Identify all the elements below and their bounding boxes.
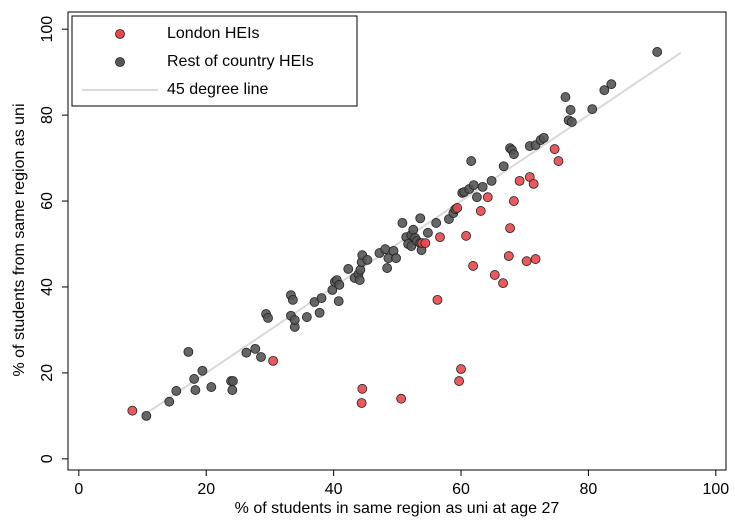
point: [380, 244, 391, 255]
x-tick-label: 80: [580, 481, 598, 498]
point: [521, 256, 532, 267]
point: [468, 180, 479, 191]
legend-label: Rest of country HEIs: [167, 53, 314, 70]
point: [549, 144, 560, 154]
point: [356, 398, 367, 408]
y-tick-label: 20: [39, 364, 56, 382]
point: [289, 315, 300, 325]
point: [489, 270, 500, 280]
point: [514, 175, 525, 186]
y-tick-label: 40: [39, 278, 56, 296]
point: [435, 232, 445, 243]
legend-marker: [115, 29, 125, 39]
point: [528, 178, 539, 189]
point: [256, 352, 266, 362]
point: [227, 385, 238, 395]
point: [486, 175, 497, 186]
point: [538, 132, 549, 143]
point: [263, 313, 273, 323]
point: [452, 203, 463, 213]
point: [189, 374, 200, 384]
point: [482, 192, 493, 203]
point: [333, 296, 344, 307]
point: [171, 386, 182, 396]
legend-label: 45 degree line: [167, 81, 269, 98]
point: [431, 218, 442, 228]
y-tick-label: 0: [39, 454, 56, 463]
point: [268, 355, 279, 366]
point: [420, 238, 431, 249]
point: [565, 105, 576, 115]
x-tick-label: 40: [325, 481, 343, 498]
x-tick-label: 20: [197, 481, 215, 498]
point: [391, 253, 401, 264]
point: [164, 396, 175, 407]
point: [190, 385, 201, 395]
point: [587, 104, 598, 114]
point: [508, 196, 519, 206]
x-tick-label: 100: [702, 481, 729, 498]
plot-area: [67, 11, 727, 471]
point: [287, 294, 298, 305]
point: [396, 393, 407, 404]
point: [241, 347, 252, 358]
point: [461, 230, 472, 241]
point: [301, 312, 312, 322]
legend-marker: [115, 57, 125, 67]
point: [475, 206, 486, 216]
point: [466, 156, 477, 166]
y-tick-label: 60: [39, 192, 56, 210]
point: [456, 364, 466, 374]
y-axis-title: % of students from same region as uni: [11, 103, 28, 376]
point: [498, 278, 508, 289]
point: [314, 307, 325, 318]
point: [362, 255, 373, 265]
x-axis-title: % of students in same region as uni at a…: [235, 500, 560, 517]
point: [505, 223, 515, 234]
point: [468, 261, 479, 271]
legend-label: London HEIs: [167, 25, 260, 42]
point: [530, 254, 541, 264]
point: [197, 365, 208, 376]
point: [354, 275, 365, 285]
point: [357, 383, 368, 394]
point: [250, 343, 261, 354]
y-tick-label: 100: [39, 16, 56, 43]
point: [408, 224, 419, 235]
x-tick-label: 0: [74, 481, 83, 498]
point: [553, 156, 564, 166]
point: [415, 213, 426, 224]
point: [566, 117, 577, 127]
point: [599, 85, 610, 96]
point: [454, 376, 465, 386]
point: [477, 181, 488, 192]
point: [141, 410, 152, 421]
x-tick-label: 60: [452, 481, 470, 498]
point: [422, 227, 433, 238]
point: [560, 92, 571, 102]
point: [498, 161, 509, 172]
point: [508, 149, 519, 160]
point: [206, 382, 217, 392]
point: [183, 346, 194, 357]
point: [334, 279, 345, 290]
point: [343, 264, 354, 274]
point: [397, 218, 408, 228]
point: [382, 263, 393, 273]
point: [652, 47, 663, 57]
point: [316, 293, 327, 304]
point: [503, 251, 514, 261]
y-tick-label: 80: [39, 106, 56, 124]
point: [127, 405, 138, 416]
point: [228, 376, 238, 386]
point: [606, 79, 617, 90]
point: [432, 294, 443, 305]
point: [472, 192, 482, 203]
